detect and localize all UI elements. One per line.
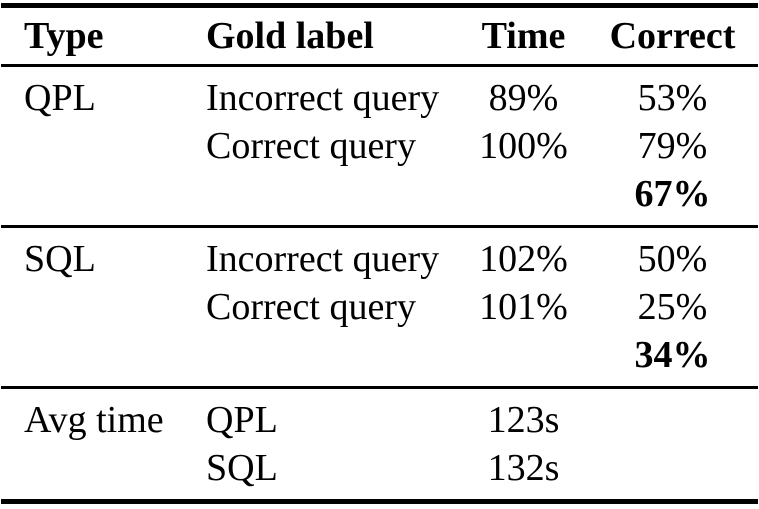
cell-correct: 79% bbox=[637, 125, 708, 167]
cell-gold-label: Correct query bbox=[206, 125, 416, 167]
cell-time: 123s bbox=[487, 399, 560, 441]
cell-correct-total: 34% bbox=[634, 334, 711, 376]
cell-time: 100% bbox=[479, 125, 568, 167]
cell-gold-label bbox=[206, 331, 446, 388]
cell-correct bbox=[601, 444, 758, 502]
table-row: Correct query 100% 79% bbox=[1, 122, 758, 170]
cell-type: QPL bbox=[24, 77, 96, 119]
cell-time bbox=[446, 331, 601, 388]
cell-time: 101% bbox=[479, 286, 568, 328]
table-row: QPL Incorrect query 89% 53% bbox=[1, 66, 758, 123]
cell-time: 132s bbox=[487, 447, 560, 489]
results-table: Type Gold label Time Correct QPL Incorre… bbox=[1, 3, 758, 504]
cell-gold-label: Incorrect query bbox=[206, 238, 440, 280]
cell-time bbox=[446, 170, 601, 227]
cell-type bbox=[1, 331, 206, 388]
cell-correct: 25% bbox=[637, 286, 708, 328]
table-row: Avg time QPL 123s bbox=[1, 388, 758, 445]
table-row: SQL Incorrect query 102% 50% bbox=[1, 227, 758, 284]
cell-correct: 50% bbox=[637, 238, 708, 280]
cell-correct-total: 67% bbox=[634, 173, 711, 215]
cell-type bbox=[1, 444, 206, 502]
cell-gold-label: Incorrect query bbox=[206, 77, 440, 119]
cell-time: 102% bbox=[479, 238, 568, 280]
col-header-gold-label: Gold label bbox=[206, 15, 374, 57]
cell-gold-label bbox=[206, 170, 446, 227]
cell-time: 89% bbox=[488, 77, 559, 119]
section-avg-time: Avg time QPL 123s SQL 132s bbox=[1, 388, 758, 502]
cell-correct: 53% bbox=[637, 77, 708, 119]
section-qpl: QPL Incorrect query 89% 53% Correct quer… bbox=[1, 66, 758, 227]
col-header-type: Type bbox=[24, 15, 104, 57]
section-sql: SQL Incorrect query 102% 50% Correct que… bbox=[1, 227, 758, 388]
cell-type bbox=[1, 122, 206, 170]
table-header: Type Gold label Time Correct bbox=[1, 6, 758, 66]
cell-type: Avg time bbox=[24, 399, 164, 441]
cell-correct bbox=[601, 388, 758, 445]
col-header-time: Time bbox=[481, 15, 566, 57]
cell-gold-label: QPL bbox=[206, 399, 278, 441]
cell-gold-label: SQL bbox=[206, 447, 278, 489]
header-row: Type Gold label Time Correct bbox=[1, 6, 758, 66]
cell-gold-label: Correct query bbox=[206, 286, 416, 328]
cell-type: SQL bbox=[24, 238, 96, 280]
table-row: Correct query 101% 25% bbox=[1, 283, 758, 331]
cell-type bbox=[1, 283, 206, 331]
table-row-summary: 67% bbox=[1, 170, 758, 227]
table-row-summary: 34% bbox=[1, 331, 758, 388]
cell-type bbox=[1, 170, 206, 227]
table-row: SQL 132s bbox=[1, 444, 758, 502]
col-header-correct: Correct bbox=[609, 15, 736, 57]
